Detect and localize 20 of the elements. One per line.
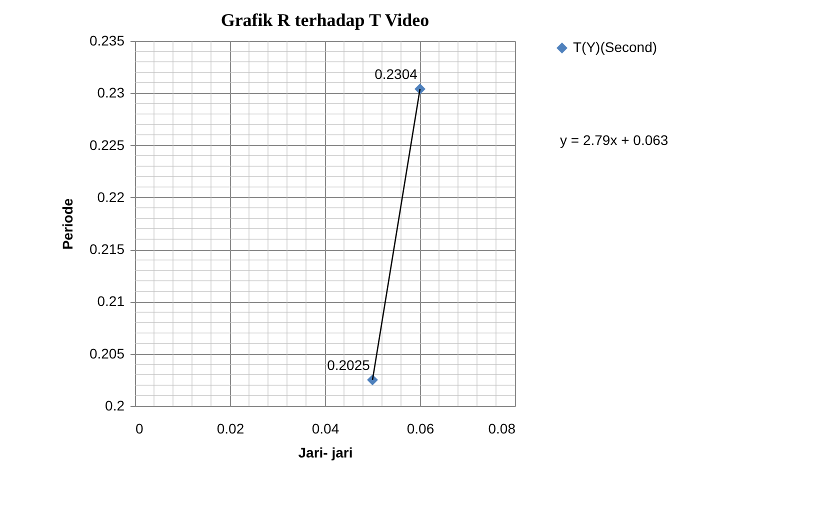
y-tick-label: 0.215	[89, 241, 125, 258]
y-tick-label: 0.205	[89, 345, 125, 362]
y-tick-label: 0.235	[89, 32, 125, 48]
x-tick-label: 0.04	[312, 420, 340, 436]
y-tick-label: 0.2	[105, 398, 125, 414]
y-axis-title: Periode	[59, 198, 76, 250]
x-axis-title: Jari- jari	[298, 444, 353, 460]
y-tick-label: 0.225	[89, 136, 125, 153]
y-tick-label: 0.23	[97, 84, 125, 101]
x-tick-label: 0.02	[216, 420, 244, 436]
legend-label: T(Y)(Second)	[573, 39, 658, 55]
data-label: 0.2025	[327, 356, 370, 373]
y-tick-label: 0.22	[97, 188, 125, 205]
y-tick-label: 0.21	[97, 293, 125, 310]
x-tick-label: 0	[136, 420, 144, 436]
x-tick-label: 0.08	[488, 420, 516, 436]
text: y = 2.79x + 0.063	[560, 132, 668, 148]
data-label: 0.2304	[374, 66, 418, 82]
x-tick-label: 0.06	[406, 420, 434, 436]
chart-title: Grafik R terhadap T Video	[220, 10, 430, 30]
